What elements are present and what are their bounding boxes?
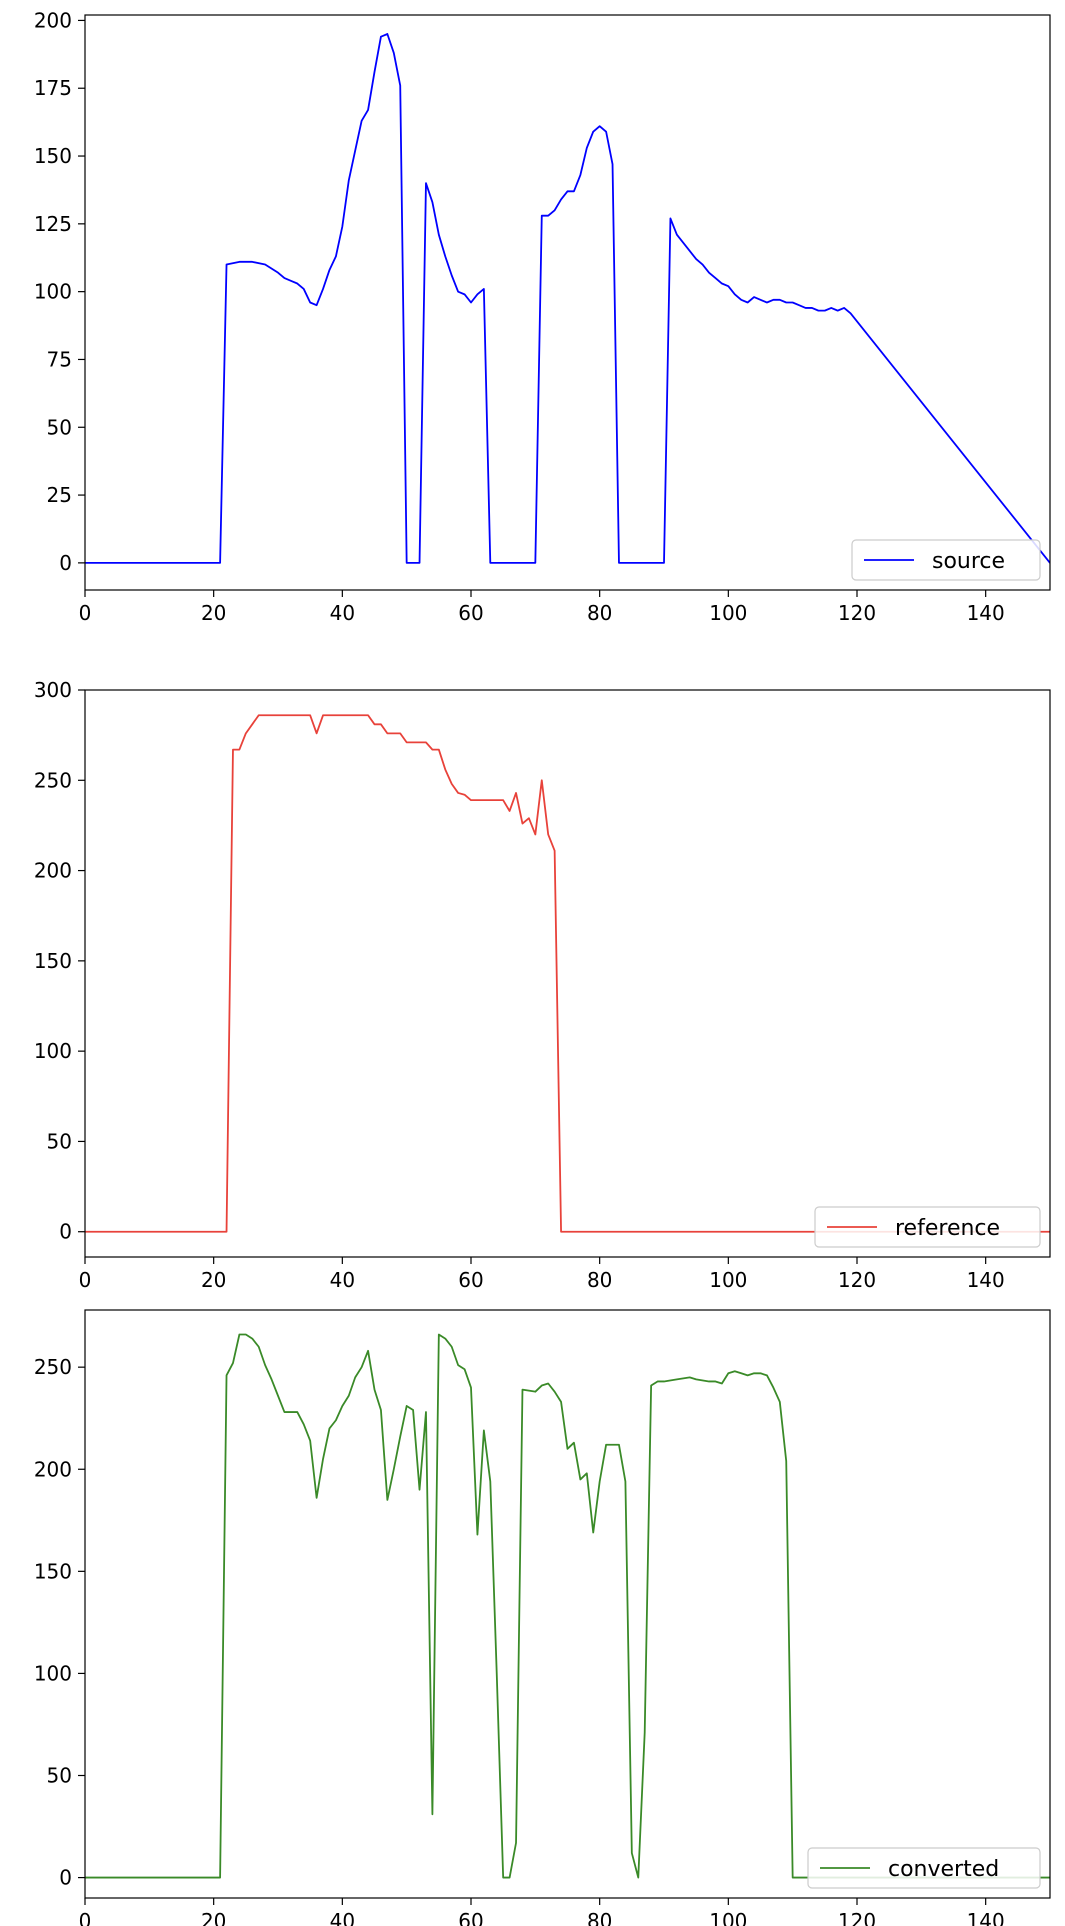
x-tick-label: 40	[330, 601, 355, 625]
y-tick-label: 250	[34, 1355, 72, 1379]
y-tick-label: 300	[34, 678, 72, 702]
axes-frame	[84, 689, 1051, 1258]
x-tick-label: 140	[967, 1909, 1005, 1926]
x-tick-label: 120	[838, 1268, 876, 1292]
x-tick-label: 100	[709, 1909, 747, 1926]
y-tick-label: 200	[34, 859, 72, 883]
y-tick-label: 125	[34, 212, 72, 236]
series-line-source	[85, 33, 1050, 564]
y-tick-label: 150	[34, 144, 72, 168]
y-tick-label: 175	[34, 76, 72, 100]
legend: reference	[814, 1206, 1041, 1248]
legend: converted	[807, 1847, 1041, 1889]
y-tick-label: 25	[47, 483, 72, 507]
x-tick-label: 140	[967, 1268, 1005, 1292]
y-tick-label: 100	[34, 1039, 72, 1063]
x-tick-label: 20	[201, 1268, 226, 1292]
y-tick-label: 0	[59, 1866, 72, 1890]
y-tick-label: 150	[34, 949, 72, 973]
x-tick-label: 0	[79, 1268, 92, 1292]
x-tick-label: 40	[330, 1909, 355, 1926]
y-tick-label: 250	[34, 768, 72, 792]
y-tick-label: 0	[59, 551, 72, 575]
x-tick-label: 60	[458, 1268, 483, 1292]
x-tick-label: 40	[330, 1268, 355, 1292]
chart-source: 0 20 40 60 80 100 120 140 0 25 50 75 100 125 150 175 200…	[34, 8, 1051, 625]
legend-box	[807, 1847, 1041, 1889]
legend-label-reference: reference	[895, 1216, 1000, 1241]
y-tick-label: 200	[34, 8, 72, 32]
x-tick-label: 100	[709, 1268, 747, 1292]
legend-box	[814, 1206, 1041, 1248]
x-tick-label: 0	[79, 601, 92, 625]
series-line-converted	[85, 1333, 1050, 1879]
x-tick-label: 80	[587, 601, 612, 625]
x-tick-label: 0	[79, 1909, 92, 1926]
legend-box	[851, 539, 1041, 581]
x-tick-label: 120	[838, 1909, 876, 1926]
y-tick-label: 50	[47, 1764, 72, 1788]
x-tick-label: 120	[838, 601, 876, 625]
chart-converted: 0 20 40 60 80 100 120 140 0 50 100 150 200 250 convert…	[34, 1309, 1051, 1926]
y-tick-label: 100	[34, 1661, 72, 1685]
chart-reference: 0 20 40 60 80 100 120 140 0 50 100 150 200 250 300 refe…	[34, 678, 1051, 1292]
x-tick-label: 140	[967, 601, 1005, 625]
y-tick-label: 200	[34, 1457, 72, 1481]
x-tick-label: 20	[201, 601, 226, 625]
x-tick-label: 80	[587, 1268, 612, 1292]
y-tick-label: 150	[34, 1559, 72, 1583]
y-tick-label: 50	[47, 415, 72, 439]
series-line-reference	[85, 714, 1050, 1233]
x-tick-label: 60	[458, 601, 483, 625]
axes-frame	[84, 14, 1051, 591]
legend-label-converted: converted	[888, 1857, 999, 1882]
legend-label-source: source	[932, 549, 1005, 574]
x-tick-label: 60	[458, 1909, 483, 1926]
x-tick-label: 20	[201, 1909, 226, 1926]
x-tick-label: 100	[709, 601, 747, 625]
x-tick-label: 80	[587, 1909, 612, 1926]
y-tick-label: 50	[47, 1129, 72, 1153]
y-tick-label: 100	[34, 280, 72, 304]
y-tick-label: 75	[47, 347, 72, 371]
y-tick-label: 0	[59, 1220, 72, 1244]
axes-frame	[84, 1309, 1051, 1899]
legend: source	[851, 539, 1041, 581]
